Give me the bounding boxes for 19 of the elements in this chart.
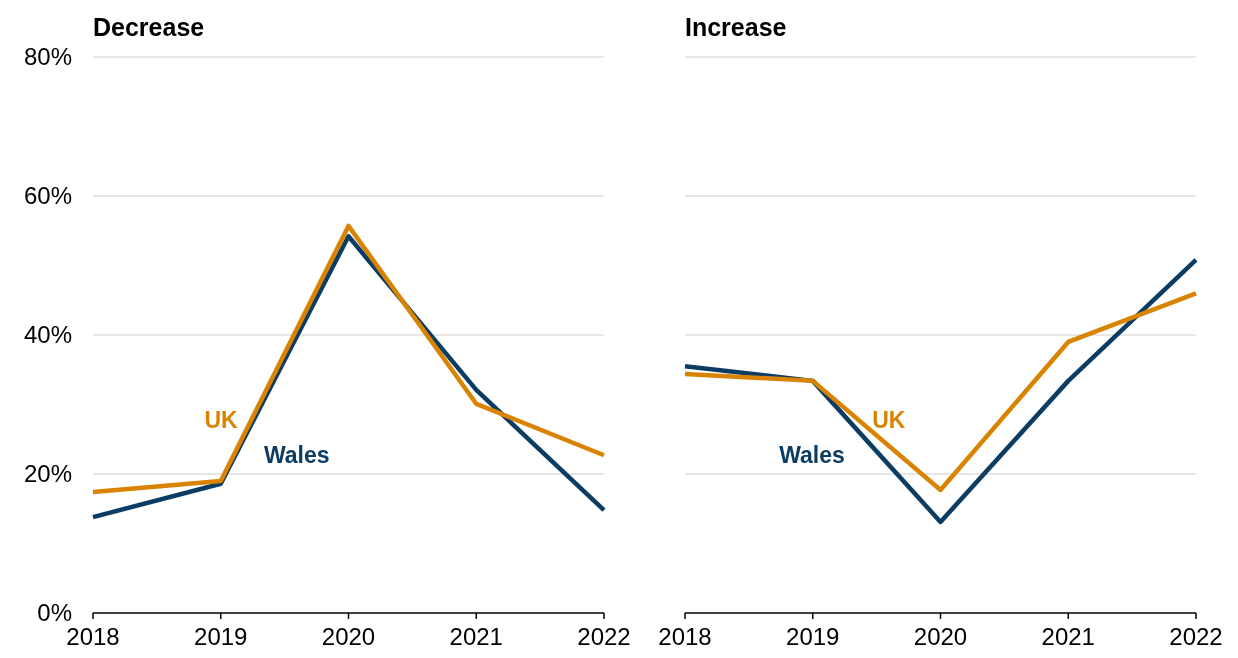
- y-tick-label: 40%: [23, 321, 72, 349]
- x-tick-label: 2020: [913, 623, 968, 650]
- series-label: Wales: [263, 442, 330, 468]
- y-tick-label: 20%: [23, 460, 72, 488]
- series-label: UK: [872, 407, 906, 433]
- x-tick-label: 2018: [658, 623, 712, 650]
- series-label: UK: [204, 407, 238, 433]
- y-tick-label: 60%: [23, 182, 72, 210]
- x-tick-label: 2021: [449, 623, 503, 650]
- x-tick-label: 2021: [1041, 623, 1095, 650]
- x-tick-label: 2022: [577, 623, 631, 650]
- y-tick-label: 80%: [23, 43, 72, 71]
- x-tick-label: 2019: [786, 623, 840, 650]
- chart-title: Decrease: [93, 13, 205, 41]
- series-label: Wales: [779, 442, 845, 468]
- x-tick-label: 2020: [321, 623, 376, 650]
- chart-title: Increase: [685, 13, 787, 41]
- x-tick-label: 2019: [194, 623, 248, 650]
- x-tick-label: 2022: [1169, 623, 1223, 650]
